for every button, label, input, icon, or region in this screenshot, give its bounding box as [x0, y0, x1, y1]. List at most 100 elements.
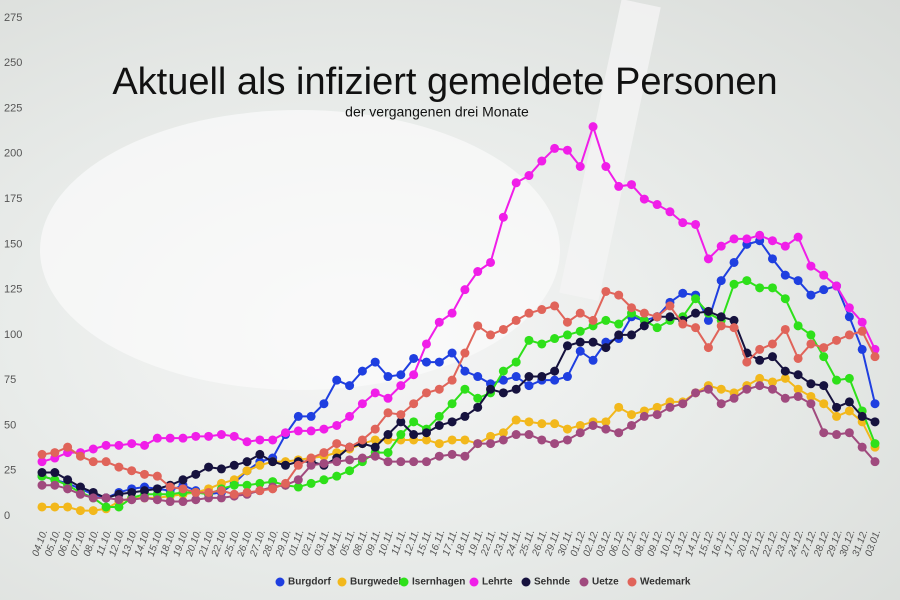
data-point	[793, 276, 803, 286]
legend-marker	[469, 577, 479, 587]
data-point	[127, 466, 137, 476]
data-point	[101, 440, 111, 450]
legend-label: Lehrte	[482, 577, 513, 588]
data-point	[447, 308, 457, 318]
data-point	[678, 288, 688, 298]
legend-marker	[579, 577, 589, 587]
data-point	[396, 381, 406, 391]
data-point	[806, 379, 816, 389]
data-point	[639, 194, 649, 204]
data-point	[345, 381, 355, 391]
legend-marker	[337, 577, 347, 587]
data-point	[421, 388, 431, 398]
data-point	[242, 457, 252, 467]
data-point	[396, 370, 406, 380]
data-point	[524, 381, 534, 391]
data-point	[550, 301, 560, 311]
data-point	[691, 294, 701, 304]
data-point	[229, 489, 239, 499]
data-point	[319, 424, 329, 434]
data-point	[652, 402, 662, 412]
data-point	[729, 279, 739, 289]
data-point	[562, 341, 572, 351]
data-point	[601, 286, 611, 296]
data-point	[204, 462, 214, 472]
data-point	[614, 319, 624, 329]
data-point	[191, 469, 201, 479]
data-point	[370, 442, 380, 452]
data-point	[88, 444, 98, 454]
data-point	[588, 420, 598, 430]
data-point	[152, 495, 162, 505]
data-point	[780, 294, 790, 304]
legend-label: Uetze	[592, 577, 619, 588]
data-point	[498, 428, 508, 438]
data-point	[819, 381, 829, 391]
data-point	[550, 419, 560, 429]
data-point	[37, 449, 47, 459]
data-point	[396, 417, 406, 427]
legend-label: Isernhagen	[412, 577, 465, 588]
data-point	[421, 457, 431, 467]
data-point	[755, 381, 765, 391]
data-point	[601, 315, 611, 325]
data-point	[767, 377, 777, 387]
data-point	[152, 484, 162, 494]
data-point	[191, 431, 201, 441]
data-point	[216, 493, 226, 503]
data-point	[152, 471, 162, 481]
data-point	[396, 457, 406, 467]
data-point	[383, 372, 393, 382]
data-point	[627, 420, 637, 430]
data-point	[473, 393, 483, 403]
data-point	[383, 457, 393, 467]
data-point	[819, 270, 829, 280]
data-point	[460, 285, 470, 295]
data-point	[434, 420, 444, 430]
data-point	[716, 399, 726, 409]
data-point	[857, 411, 867, 421]
data-point	[562, 435, 572, 445]
data-point	[37, 468, 47, 478]
data-point	[524, 335, 534, 345]
data-point	[319, 448, 329, 458]
data-point	[75, 506, 85, 516]
data-point	[614, 290, 624, 300]
data-point	[742, 234, 752, 244]
data-point	[742, 357, 752, 367]
data-point	[473, 439, 483, 449]
data-point	[447, 435, 457, 445]
data-point	[421, 339, 431, 349]
data-point	[447, 375, 457, 385]
data-point	[165, 433, 175, 443]
data-point	[639, 411, 649, 421]
data-point	[255, 435, 265, 445]
data-point	[165, 482, 175, 492]
data-point	[767, 384, 777, 394]
data-point	[537, 339, 547, 349]
data-point	[280, 428, 290, 438]
data-point	[75, 451, 85, 461]
data-point	[50, 448, 60, 458]
data-point	[396, 410, 406, 420]
data-point	[88, 506, 98, 516]
data-point	[229, 480, 239, 490]
data-point	[562, 424, 572, 434]
y-tick-label: 225	[4, 102, 22, 114]
data-point	[729, 323, 739, 333]
data-point	[421, 428, 431, 438]
data-point	[63, 502, 73, 512]
data-point	[703, 384, 713, 394]
data-point	[434, 451, 444, 461]
data-point	[498, 366, 508, 376]
data-point	[562, 317, 572, 327]
legend-label: Burgdorf	[288, 577, 331, 588]
data-point	[537, 419, 547, 429]
data-point	[332, 471, 342, 481]
data-point	[703, 315, 713, 325]
data-point	[742, 276, 752, 286]
data-point	[434, 384, 444, 394]
data-point	[601, 343, 611, 353]
data-point	[857, 442, 867, 452]
data-point	[434, 411, 444, 421]
